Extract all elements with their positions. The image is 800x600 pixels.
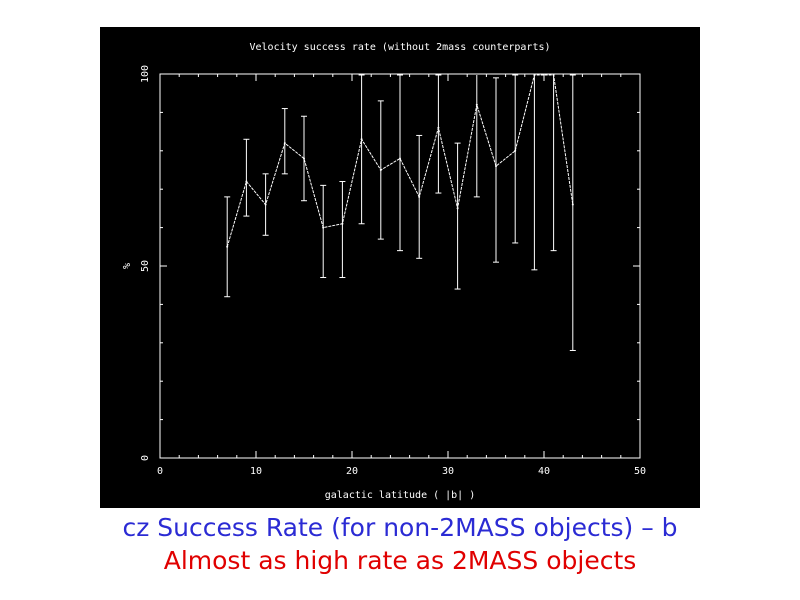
x-tick-label: 40 [538,466,550,477]
data-point [341,222,344,225]
y-axis-ticks: 0 50 100 [140,65,640,461]
data-point [533,74,536,76]
series-group [226,74,574,248]
x-axis-label: galactic latitude ( |b| ) [325,490,476,501]
data-point [552,74,555,76]
data-point [264,203,267,206]
y-axis-label: % [122,263,133,269]
data-point [437,126,440,129]
caption-line-2: Almost as high rate as 2MASS objects [163,546,637,575]
x-axis-ticks: 0 10 20 30 40 50 [157,74,646,477]
data-point [322,226,325,229]
data-point [245,180,248,183]
data-point [418,195,421,198]
x-tick-label: 0 [157,466,163,477]
chart-panel: Velocity success rate (without 2mass cou… [100,27,700,508]
y-tick-label: 0 [140,455,151,461]
data-point [360,138,363,141]
data-point [514,149,517,152]
data-point [475,103,478,106]
caption-line-1: cz Success Rate (for non-2MASS objects) … [122,513,678,542]
data-point [495,165,497,168]
x-tick-label: 50 [634,466,646,477]
data-point [456,207,459,210]
x-tick-label: 20 [346,466,358,477]
data-point [226,245,229,248]
x-tick-label: 10 [250,466,262,477]
x-tick-label: 30 [442,466,454,477]
y-tick-label: 50 [140,260,151,272]
chart-title: Velocity success rate (without 2mass cou… [249,42,550,53]
y-tick-label: 100 [140,65,151,83]
data-point [379,169,382,171]
data-point [303,157,305,160]
data-point [571,203,574,206]
data-point [399,157,401,160]
data-point [283,142,286,145]
error-bars [224,74,576,351]
chart-canvas: Velocity success rate (without 2mass cou… [122,42,646,501]
